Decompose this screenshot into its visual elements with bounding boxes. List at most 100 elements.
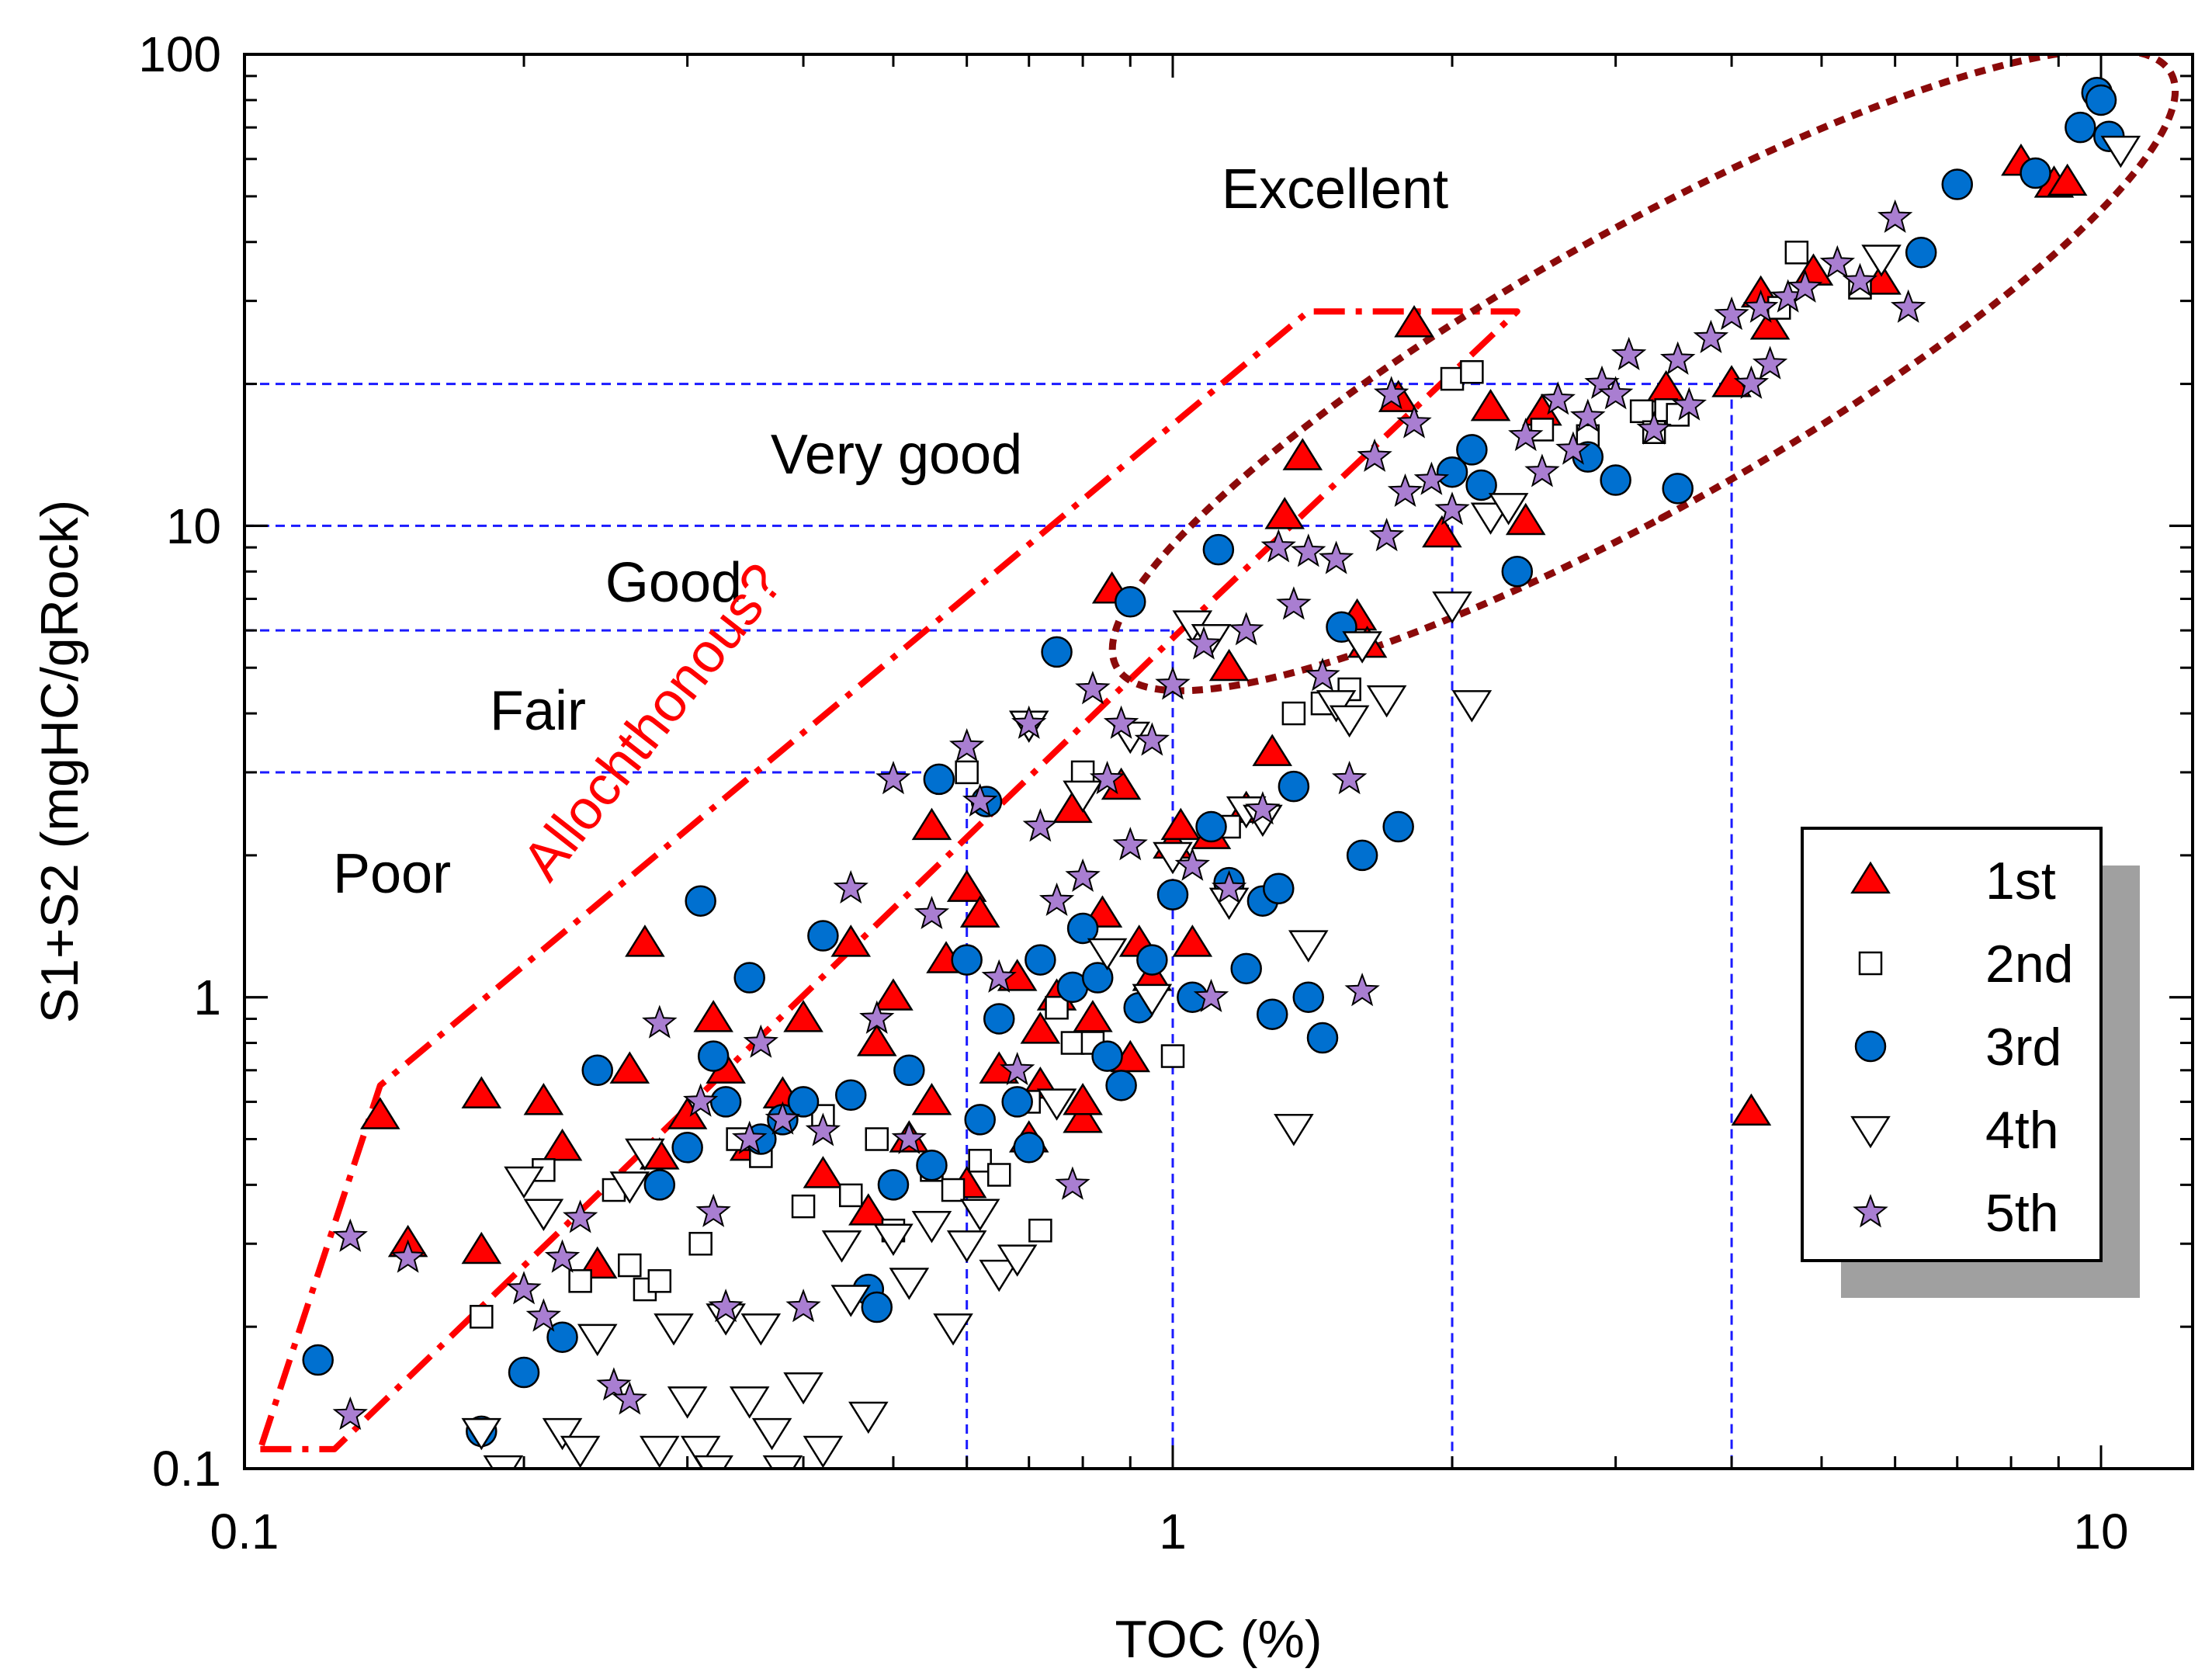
- legend-label-4th: 4th: [1985, 1101, 2059, 1160]
- data-point-3rd: [1662, 473, 1694, 505]
- data-point-2nd: [1784, 241, 1809, 265]
- data-point-2nd: [1160, 1044, 1185, 1068]
- data-point-4th: [1366, 685, 1407, 718]
- data-point-1st: [693, 1000, 733, 1032]
- data-point-4th: [1132, 983, 1173, 1017]
- data-point-2nd: [1281, 701, 1306, 726]
- data-point-2nd: [791, 1194, 816, 1219]
- data-point-4th: [889, 1268, 930, 1300]
- data-point-4th: [1036, 1088, 1077, 1121]
- data-point-5th: [1211, 869, 1247, 904]
- data-point-1st: [830, 924, 872, 957]
- data-point-5th: [1842, 262, 1878, 297]
- data-point-5th: [1555, 431, 1591, 465]
- data-point-4th: [783, 1372, 823, 1405]
- data-point-5th: [1877, 199, 1913, 234]
- data-point-5th: [948, 728, 985, 762]
- legend-marker-4th: [1850, 1115, 1891, 1149]
- data-point-3rd: [1292, 981, 1325, 1013]
- data-point-1st: [911, 807, 952, 841]
- data-point-1st: [359, 1097, 400, 1129]
- data-point-1st: [1731, 1093, 1772, 1126]
- data-point-3rd: [861, 1291, 893, 1323]
- data-point-3rd: [916, 1149, 948, 1181]
- data-point-4th: [946, 1230, 987, 1263]
- data-point-3rd: [685, 885, 716, 917]
- data-point-5th: [1819, 245, 1856, 279]
- data-point-1st: [959, 895, 1000, 928]
- data-point-5th: [981, 959, 1017, 993]
- data-point-5th: [1276, 586, 1312, 620]
- data-point-1st: [1282, 438, 1323, 470]
- data-point-5th: [563, 1199, 598, 1233]
- data-point-1st: [783, 1000, 823, 1032]
- data-point-5th: [1103, 705, 1139, 739]
- data-point-5th: [731, 1120, 768, 1154]
- data-point-5th: [682, 1083, 719, 1117]
- data-point-3rd: [2085, 84, 2117, 116]
- zone-label-good: Good: [605, 552, 742, 614]
- data-point-3rd: [1382, 810, 1414, 843]
- data-point-5th: [1636, 411, 1672, 445]
- data-point-5th: [1373, 376, 1409, 410]
- y-axis-title: S1+S2 (mgHC/gRock): [30, 500, 89, 1024]
- data-point-1st: [523, 1083, 564, 1115]
- data-point-4th: [461, 1417, 502, 1451]
- data-point-5th: [1890, 289, 1926, 323]
- data-point-1st: [803, 1156, 844, 1188]
- data-point-4th: [1329, 705, 1370, 738]
- data-point-2nd: [1045, 995, 1069, 1020]
- data-point-3rd: [671, 1132, 703, 1164]
- data-point-5th: [1134, 722, 1170, 756]
- data-point-3rd: [964, 1104, 996, 1136]
- data-point-3rd: [1081, 962, 1114, 994]
- data-point-5th: [1186, 626, 1222, 660]
- data-point-4th: [1153, 841, 1193, 875]
- data-point-4th: [483, 1455, 524, 1469]
- zone-label-poor: Poor: [333, 843, 451, 905]
- allochthonous-region-outline: [257, 308, 1520, 1452]
- data-point-5th: [1112, 827, 1148, 861]
- data-point-3rd: [1136, 944, 1168, 976]
- data-point-5th: [1368, 518, 1405, 552]
- region-outlines: [257, 54, 2179, 1452]
- data-point-5th: [544, 1239, 581, 1273]
- axis-ticks: [243, 53, 2193, 1470]
- data-point-3rd: [1195, 810, 1227, 843]
- data-point-3rd: [1905, 237, 1937, 269]
- data-point-4th: [680, 1435, 721, 1469]
- high-maturity-ellipse-outline: [1108, 54, 2179, 695]
- data-point-5th: [962, 782, 998, 817]
- data-point-5th: [1174, 847, 1211, 881]
- data-point-5th: [1742, 289, 1779, 323]
- data-point-3rd: [877, 1169, 910, 1201]
- data-point-5th: [1610, 336, 1647, 371]
- legend-marker-3rd: [1854, 1030, 1887, 1063]
- data-point-4th: [979, 1259, 1020, 1292]
- data-point-3rd: [834, 1079, 867, 1112]
- x-tick-label-1: 1: [1159, 1504, 1187, 1559]
- data-point-1st: [1505, 502, 1546, 536]
- data-point-3rd: [1156, 879, 1189, 911]
- data-point-5th: [1065, 858, 1101, 893]
- data-point-3rd: [643, 1169, 676, 1201]
- data-point-5th: [1733, 365, 1770, 399]
- data-point-2nd: [688, 1231, 712, 1256]
- data-point-4th: [803, 1435, 844, 1469]
- data-point-5th: [695, 1193, 731, 1227]
- data-point-5th: [743, 1024, 779, 1058]
- data-point-2nd: [1629, 399, 1654, 424]
- data-point-2nd: [1460, 359, 1484, 384]
- data-point-5th: [1693, 319, 1729, 353]
- data-point-5th: [1055, 1166, 1090, 1200]
- data-point-4th: [729, 1386, 770, 1419]
- data-point-5th: [596, 1367, 632, 1401]
- data-point-4th: [625, 1138, 665, 1171]
- data-point-5th: [1291, 533, 1326, 567]
- data-point-5th: [525, 1298, 562, 1332]
- data-point-4th: [911, 1211, 952, 1244]
- data-point-4th: [762, 1455, 803, 1469]
- data-points: [302, 76, 2141, 1469]
- data-point-5th: [859, 1000, 895, 1034]
- data-point-5th: [1597, 376, 1634, 410]
